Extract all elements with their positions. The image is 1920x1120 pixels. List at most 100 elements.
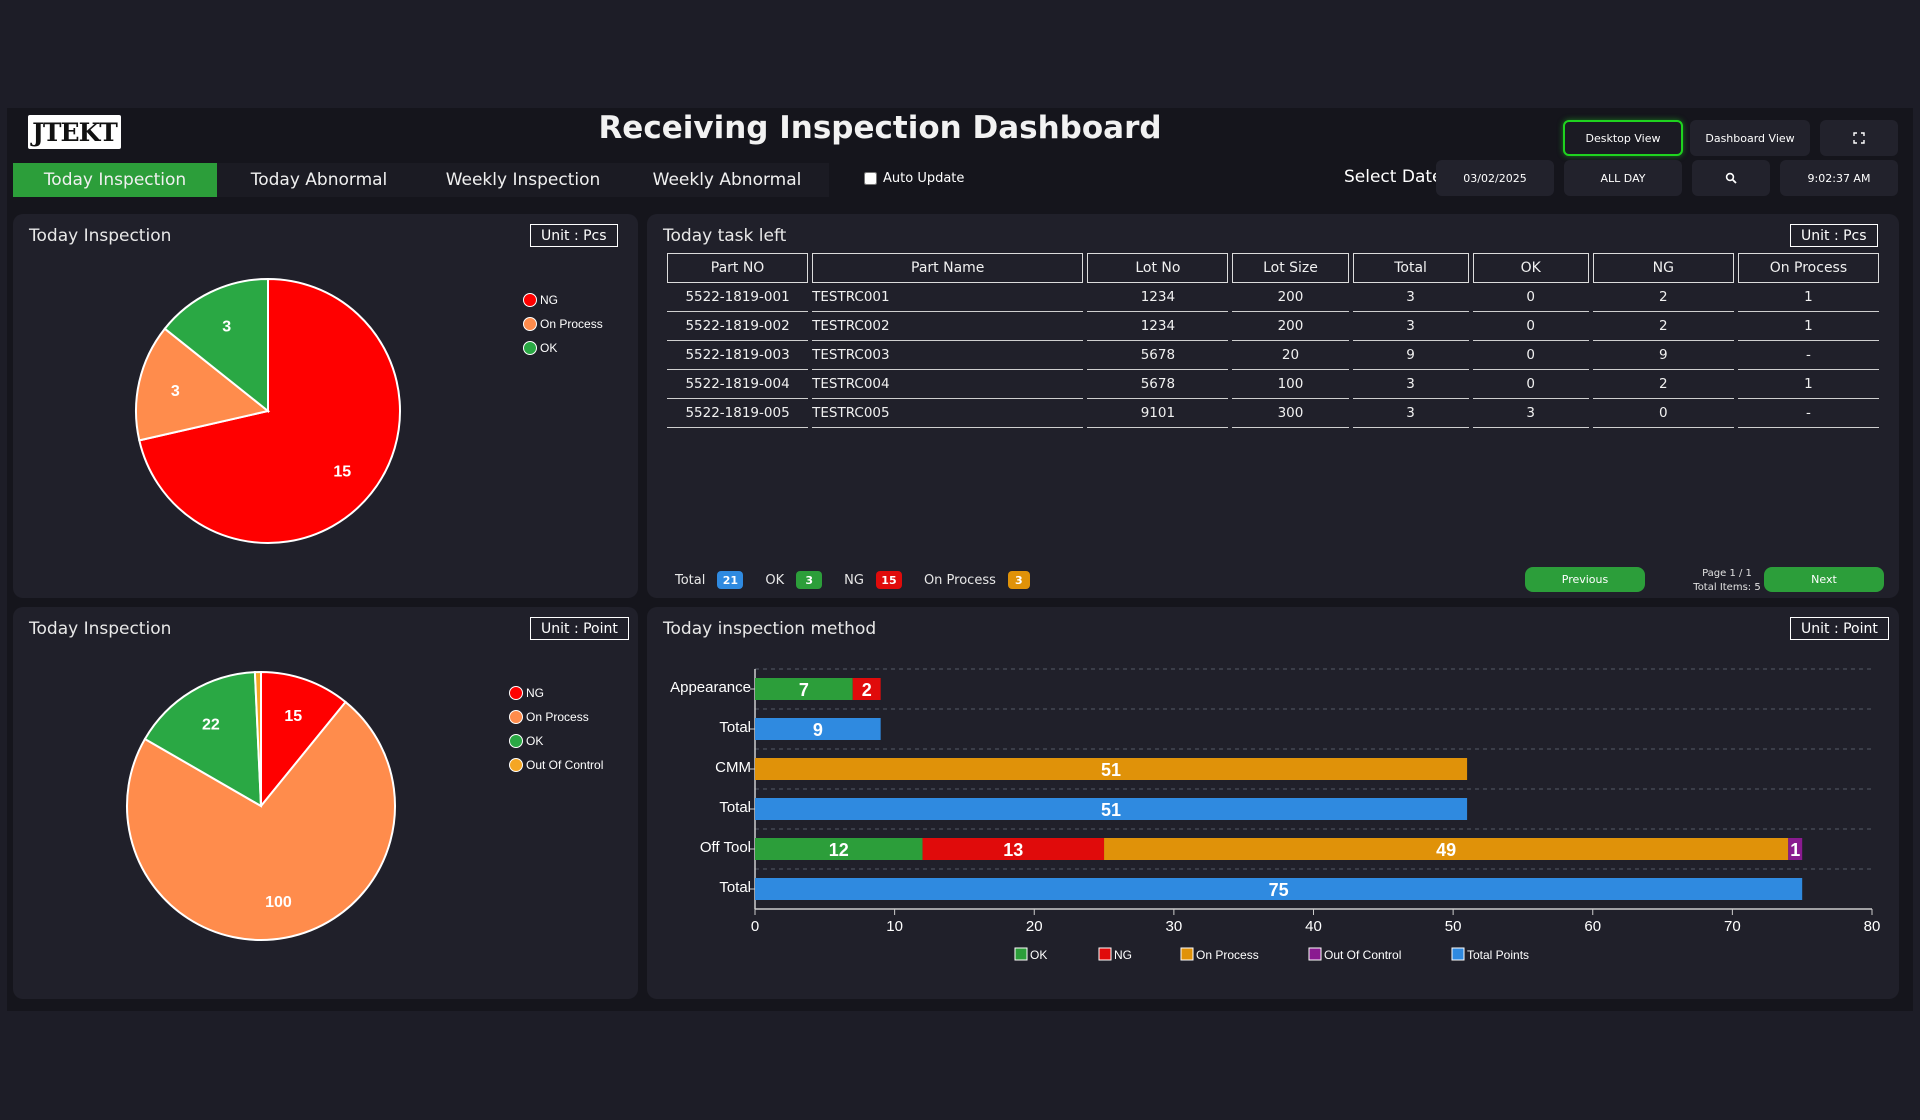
bar-value-label: 13 — [1003, 840, 1023, 860]
bar-value-label: 2 — [862, 680, 872, 700]
ok-swatch — [509, 734, 523, 748]
y-tick-label: Appearance — [670, 679, 751, 696]
range-select[interactable]: ALL DAY — [1564, 160, 1682, 196]
bar-on-process[interactable] — [755, 758, 1468, 780]
pie-point-slice-ng[interactable] — [260, 670, 347, 809]
bar-value-label: 12 — [829, 840, 849, 860]
cell-total: 3 — [1352, 399, 1469, 428]
auto-update-checkbox[interactable] — [864, 172, 877, 185]
legend-ng-label: NG — [540, 293, 558, 307]
bar-ok[interactable] — [755, 678, 853, 700]
task-table: Part NO Part Name Lot No Lot Size Total … — [663, 253, 1883, 428]
bar-value-label: 75 — [1269, 880, 1289, 900]
summary-total-label: Total — [675, 572, 706, 588]
fullscreen-button[interactable] — [1820, 120, 1898, 156]
y-tick-label: Off Tool — [700, 839, 751, 856]
bar-out-of-control[interactable] — [1788, 838, 1803, 860]
pie-point-slice-out-of-control[interactable] — [253, 670, 262, 807]
search-icon — [1725, 172, 1737, 184]
cell-part-no: 5522-1819-005 — [667, 399, 809, 428]
bar-total-points[interactable] — [755, 798, 1468, 820]
cell-lot-size: 200 — [1232, 312, 1349, 341]
cell-total: 9 — [1352, 341, 1469, 370]
tab-today-inspection[interactable]: Today Inspection — [13, 163, 217, 197]
pie-point-unit: Unit : Point — [530, 617, 629, 640]
bar-ng[interactable] — [852, 678, 881, 700]
cell-ok: 0 — [1472, 370, 1589, 399]
pie-pcs-slice-label: 3 — [171, 383, 180, 400]
search-button[interactable] — [1692, 160, 1770, 196]
bar-on-process[interactable] — [1104, 838, 1789, 860]
cell-total: 3 — [1352, 370, 1469, 399]
bar-ok[interactable] — [755, 838, 923, 860]
next-button[interactable]: Next — [1764, 567, 1884, 592]
pie-point-title: Today Inspection — [29, 619, 172, 639]
pie-point-slice-on-process[interactable] — [126, 700, 396, 941]
bar-ng[interactable] — [922, 838, 1105, 860]
cell-ng: 2 — [1592, 370, 1734, 399]
cell-part-no: 5522-1819-002 — [667, 312, 809, 341]
legend-ok-label: OK — [540, 341, 558, 355]
bar-value-label: 1 — [1790, 840, 1800, 860]
pie-pcs-slice-ng[interactable] — [138, 277, 401, 544]
cell-part-name: TESTRC004 — [812, 370, 1084, 399]
table-row[interactable]: 5522-1819-001 TESTRC001 1234 200 3 0 2 1 — [667, 283, 1879, 312]
cell-lot-no: 9101 — [1087, 399, 1229, 428]
cell-total: 3 — [1352, 312, 1469, 341]
cell-lot-size: 20 — [1232, 341, 1349, 370]
summary-total-badge: 21 — [717, 571, 744, 589]
legend-ok: OK — [523, 336, 603, 360]
cell-lot-no: 1234 — [1087, 312, 1229, 341]
tab-weekly-abnormal[interactable]: Weekly Abnormal — [625, 163, 829, 197]
bar-total-points[interactable] — [755, 718, 881, 740]
cell-total: 3 — [1352, 283, 1469, 312]
table-row[interactable]: 5522-1819-002 TESTRC002 1234 200 3 0 2 1 — [667, 312, 1879, 341]
tab-bar: Today Inspection Today Abnormal Weekly I… — [13, 163, 829, 197]
pie-point-slice-label: 22 — [202, 717, 220, 734]
bar-value-label: 51 — [1101, 800, 1121, 820]
cell-part-name: TESTRC001 — [812, 283, 1084, 312]
date-picker[interactable]: 03/02/2025 — [1436, 160, 1554, 196]
cell-ok: 0 — [1472, 341, 1589, 370]
tab-today-abnormal[interactable]: Today Abnormal — [217, 163, 421, 197]
cell-lot-no: 5678 — [1087, 370, 1229, 399]
table-row[interactable]: 5522-1819-004 TESTRC004 5678 100 3 0 2 1 — [667, 370, 1879, 399]
col-ng: NG — [1592, 253, 1734, 283]
table-row[interactable]: 5522-1819-003 TESTRC003 5678 20 9 0 9- — [667, 341, 1879, 370]
table-header-row: Part NO Part Name Lot No Lot Size Total … — [667, 253, 1879, 283]
page-info: Page 1 / 1 Total Items: 5 — [1677, 567, 1777, 595]
table-row[interactable]: 5522-1819-005 TESTRC005 9101 300 3 3 0- — [667, 399, 1879, 428]
bar-total-points[interactable] — [755, 878, 1803, 900]
pie-point-slice-ok[interactable] — [143, 671, 263, 808]
previous-button[interactable]: Previous — [1525, 567, 1645, 592]
col-part-no: Part NO — [667, 253, 809, 283]
jtekt-logo: JTEKT — [28, 115, 121, 149]
pie-pcs-slice-on-process[interactable] — [135, 327, 271, 442]
summary-ok-badge: 3 — [796, 571, 823, 589]
cell-ng: 2 — [1592, 283, 1734, 312]
cell-ok: 0 — [1472, 312, 1589, 341]
cell-part-no: 5522-1819-001 — [667, 283, 809, 312]
auto-update-toggle[interactable]: Auto Update — [864, 171, 964, 186]
x-tick-label: 60 — [1584, 918, 1601, 935]
legend-on-process: On Process — [509, 705, 603, 729]
ng-swatch — [509, 686, 523, 700]
page-number: Page 1 / 1 — [1702, 568, 1752, 579]
cell-lot-no: 1234 — [1087, 283, 1229, 312]
desktop-view-button[interactable]: Desktop View — [1563, 120, 1683, 156]
task-summary: Total 21 OK 3 NG 15 On Process 3 — [675, 571, 1052, 589]
y-tick-label: CMM — [715, 759, 751, 776]
x-tick-label: 30 — [1166, 918, 1183, 935]
pie-pcs-slice-ok[interactable] — [163, 277, 269, 414]
page-title: Receiving Inspection Dashboard — [598, 110, 1162, 146]
x-tick-label: 10 — [886, 918, 903, 935]
cell-part-name: TESTRC002 — [812, 312, 1084, 341]
tab-weekly-inspection[interactable]: Weekly Inspection — [421, 163, 625, 197]
y-tick-label: Total — [719, 799, 751, 816]
dashboard-view-button[interactable]: Dashboard View — [1690, 120, 1810, 156]
legend-swatch-on-process — [1180, 947, 1194, 961]
legend-swatch-total-points — [1451, 947, 1465, 961]
cell-on-process: - — [1737, 399, 1879, 428]
legend-ng: NG — [523, 288, 603, 312]
cell-lot-size: 300 — [1232, 399, 1349, 428]
